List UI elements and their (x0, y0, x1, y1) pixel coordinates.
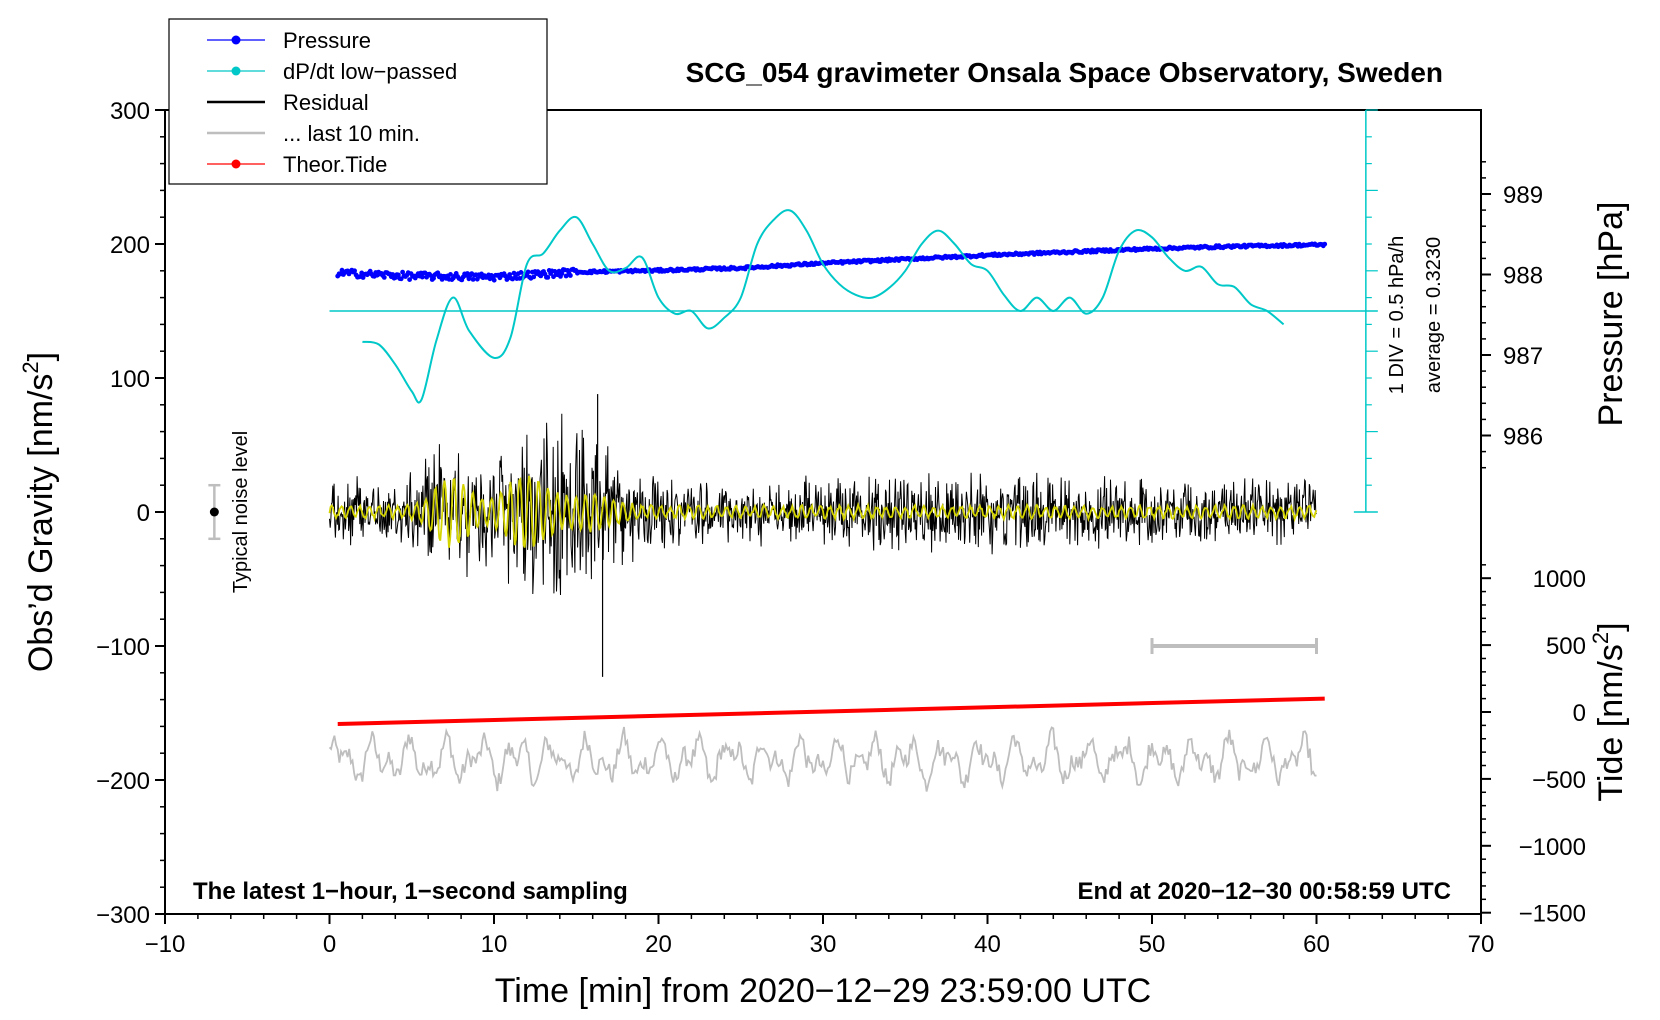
pressure-point (435, 270, 441, 276)
pressure-tick-label: 988 (1503, 263, 1543, 290)
tide-axis-title-close: ] (1592, 622, 1630, 631)
x-tick-label: 40 (974, 931, 1001, 958)
y-axis-title-main: Obs’d Gravity [nm/s (22, 374, 60, 673)
residual-series (329, 394, 1317, 677)
pressure-point (545, 275, 551, 280)
y-tick-label: −100 (96, 634, 150, 661)
y-tick-label: 200 (110, 232, 150, 259)
pressure-point (400, 269, 405, 275)
legend-marker (231, 66, 241, 76)
legend-label: Residual (283, 90, 369, 115)
pressure-point (1322, 241, 1328, 247)
pressure-point (398, 276, 404, 282)
legend-label: Theor.Tide (283, 152, 387, 177)
pressure-point (491, 277, 497, 283)
pressure-point (531, 274, 537, 280)
y-tick-label: 300 (110, 98, 150, 125)
dpdt-line (362, 209, 1285, 404)
pressure-axis-title: Pressure [hPa] (1592, 202, 1630, 427)
pressure-point (419, 274, 425, 280)
legend-marker (231, 35, 241, 45)
noise-level-label: Typical noise level (230, 431, 252, 593)
annotation-left: The latest 1−hour, 1−second sampling (193, 878, 628, 905)
y-tick-label: 100 (110, 366, 150, 393)
legend-label: ... last 10 min. (283, 121, 420, 146)
last-10-min-line (328, 726, 1317, 792)
tide-tick-label: 1000 (1533, 566, 1586, 593)
pressure-point (431, 275, 436, 281)
tide-axis-title: Tide [nm/s2] (1588, 622, 1630, 801)
pressure-tick-label: 989 (1503, 182, 1543, 209)
tide-tick-label: 500 (1546, 633, 1586, 660)
y-tick-label: −200 (96, 768, 150, 795)
tide-axis-ticks: 1000 500 0 −500 −1000 −1500 (1481, 564, 1586, 928)
x-tick-label: 0 (323, 931, 336, 958)
pressure-point (511, 270, 517, 276)
pressure-point (407, 277, 412, 282)
x-tick-label: 10 (481, 931, 508, 958)
tide-axis-title-exp: 2 (1588, 632, 1613, 644)
tide-axis-title-main: Tide [nm/s (1592, 644, 1630, 801)
pressure-point (470, 277, 476, 282)
residual-filtered-line (328, 475, 1318, 548)
tide-tick-label: 0 (1573, 700, 1586, 727)
legend-items: Pressure dP/dt low−passed Residual ... last… (207, 28, 457, 177)
decorations (208, 483, 1318, 654)
x-tick-label: −10 (145, 931, 186, 958)
y-tick-label: −300 (96, 902, 150, 929)
x-tick-label: 50 (1139, 931, 1166, 958)
tide-tick-label: −1500 (1519, 901, 1586, 928)
annotation-right: End at 2020−12−30 00:58:59 UTC (1077, 878, 1451, 905)
x-tick-label: 30 (810, 931, 837, 958)
chart-title: SCG_054 gravimeter Onsala Space Observat… (686, 57, 1443, 88)
x-axis-ticks: −10 0 10 20 30 40 50 60 70 (145, 914, 1495, 958)
dpdt-series (329, 109, 1378, 513)
y-tick-label: 0 (137, 500, 150, 527)
pressure-point (352, 268, 357, 274)
tide-tick-label: −1000 (1519, 834, 1586, 861)
dpdt-average-label: average = 0.3230 (1423, 237, 1445, 393)
pressure-point (381, 275, 387, 280)
pressure-point (396, 272, 401, 278)
x-tick-label: 20 (645, 931, 672, 958)
legend: Pressure dP/dt low−passed Residual ... last… (168, 18, 548, 185)
pressure-point (507, 272, 513, 277)
y-axis-title-exp: 2 (18, 361, 43, 373)
pressure-point (568, 273, 573, 278)
pressure-tick-label: 986 (1503, 424, 1543, 451)
x-axis-title: Time [min] from 2020−12−29 23:59:00 UTC (495, 972, 1151, 1010)
pressure-point (448, 272, 453, 277)
pressure-tick-label: 987 (1503, 343, 1543, 370)
legend-marker (231, 159, 241, 169)
y-axis-title: Obs’d Gravity [nm/s2] (18, 352, 60, 672)
dpdt-scale-label: 1 DIV = 0.5 hPa/h (1386, 236, 1408, 394)
legend-label: Pressure (283, 28, 371, 53)
pressure-point (559, 271, 565, 276)
x-tick-label: 70 (1468, 931, 1495, 958)
residual-filtered-series (328, 475, 1318, 548)
tide-tick-label: −500 (1532, 767, 1586, 794)
residual-line (329, 413, 1317, 596)
legend-label: dP/dt low−passed (283, 59, 457, 84)
noise-level-point (209, 507, 219, 517)
y-axis-title-close: ] (22, 352, 60, 361)
tide-line (337, 696, 1325, 727)
pressure-point (518, 270, 524, 275)
pressure-point (390, 272, 396, 277)
pressure-series (335, 241, 1328, 283)
pressure-axis-ticks: 989 988 987 986 (1481, 161, 1543, 469)
x-tick-label: 60 (1303, 931, 1330, 958)
pressure-point (525, 269, 531, 275)
theor-tide-series (337, 696, 1325, 727)
y-axis-ticks: 300 200 100 0 −100 −200 −300 (96, 98, 165, 929)
last-10-min-series (328, 726, 1317, 792)
